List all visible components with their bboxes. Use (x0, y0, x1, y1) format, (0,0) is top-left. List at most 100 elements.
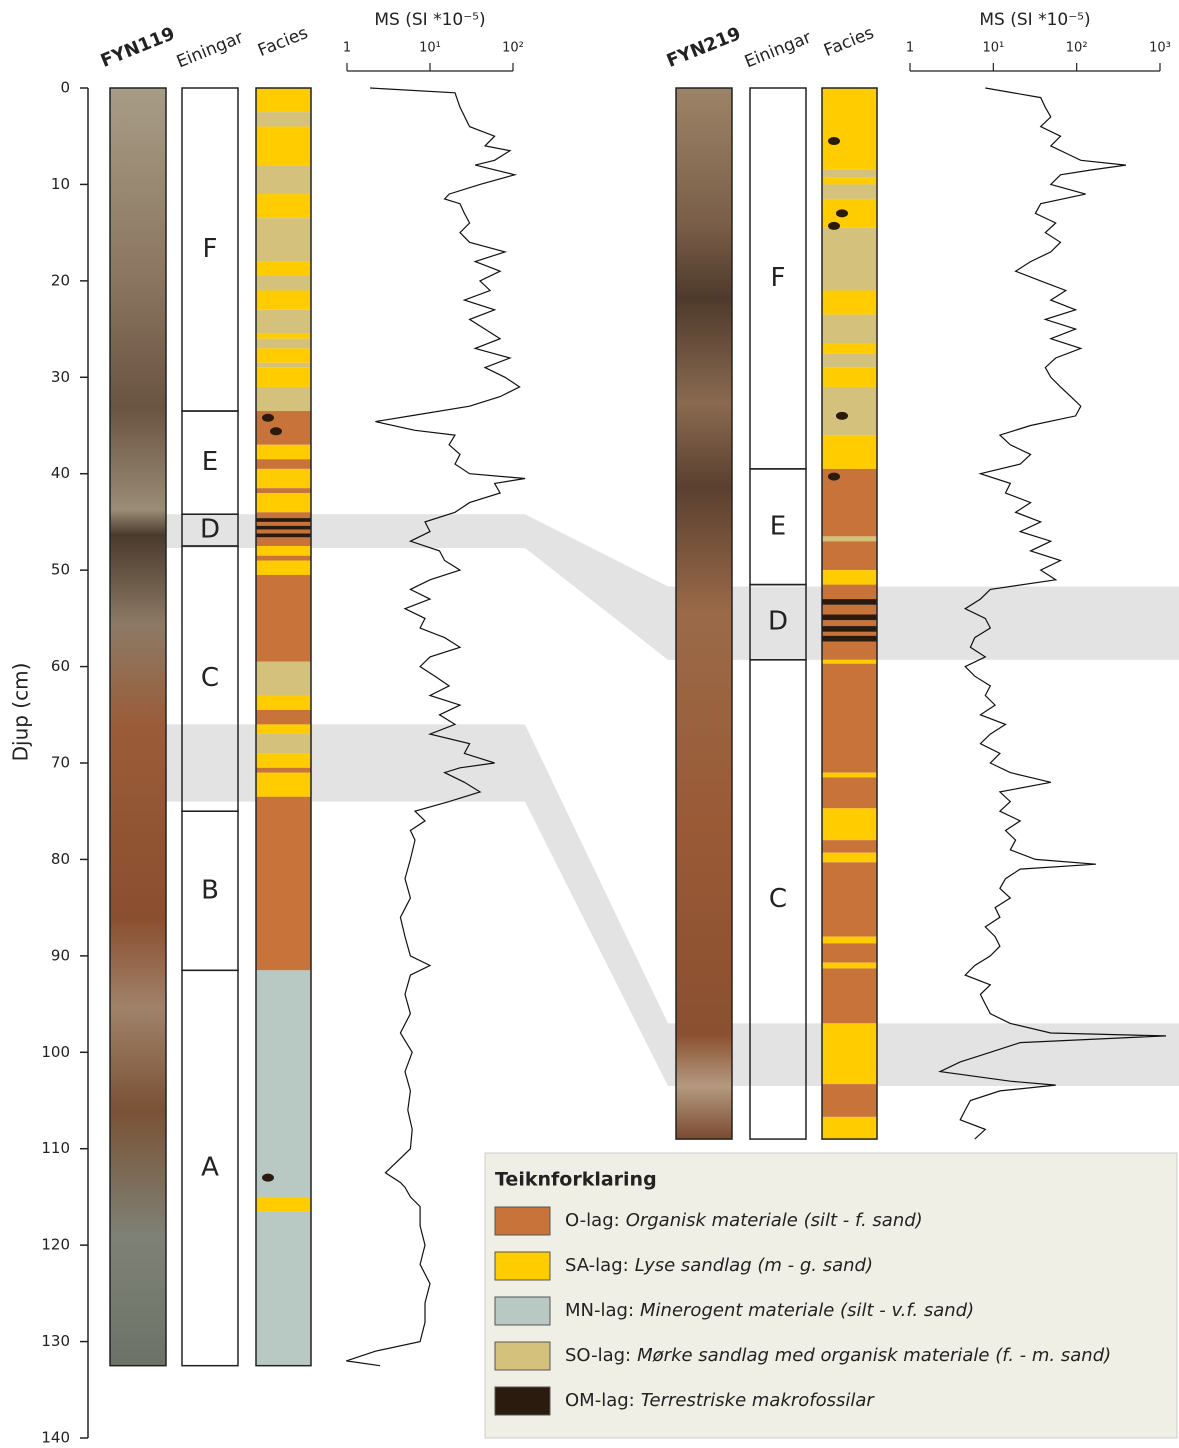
facies-layer (822, 943, 877, 963)
facies-label: Facies (255, 23, 311, 61)
unit-label: E (202, 447, 218, 477)
facies-layer (822, 314, 877, 344)
legend-code: OM-lag: (565, 1390, 635, 1411)
facies-layer (256, 661, 311, 696)
facies-layer (256, 521, 311, 526)
legend-entry: MN-lag: Minerogent materiale (silt - v.f.… (565, 1300, 974, 1321)
facies-layer (822, 177, 877, 185)
facies-layer (822, 635, 877, 642)
facies-layer (256, 165, 311, 195)
ms-curve (346, 87, 526, 1367)
facies-layer (256, 512, 311, 519)
unit-label: C (769, 884, 787, 914)
core-name: FYN119 (98, 23, 178, 72)
y-tick-label: 80 (51, 850, 70, 868)
y-tick-label: 100 (41, 1043, 70, 1061)
core-name: FYN219 (664, 23, 744, 72)
ms-tick-label: 10² (502, 41, 524, 56)
facies-layer (256, 970, 311, 1197)
unit-label: A (201, 1153, 219, 1183)
ms-tick-label: 10² (1066, 41, 1088, 56)
facies-layer (256, 348, 311, 363)
facies-layer (822, 852, 877, 863)
core-photo (675, 87, 733, 1140)
facies-layer (822, 641, 877, 660)
facies-layer (256, 555, 311, 561)
y-tick-label: 40 (51, 464, 70, 482)
legend-entry: SO-lag: Mørke sandlag med organisk materi… (565, 1345, 1111, 1366)
legend-title: Teiknforklaring (495, 1169, 657, 1191)
facies-layer (822, 353, 877, 368)
unit-label: D (768, 607, 788, 637)
facies-layer (822, 367, 877, 387)
fossil (262, 1173, 274, 1182)
fossil (262, 413, 274, 422)
facies-layer (256, 290, 311, 310)
facies-layer (256, 772, 311, 797)
facies-layer (822, 343, 877, 354)
y-tick-label: 70 (51, 754, 70, 772)
facies-layer (822, 169, 877, 178)
legend-entry: OM-lag: Terrestriske makrofossilar (565, 1390, 875, 1411)
legend-swatch (494, 1251, 551, 1281)
unit-box (181, 969, 239, 1367)
facies-layer (822, 88, 877, 170)
facies-layer (256, 333, 311, 339)
facies-layer (256, 88, 311, 113)
facies-layer (822, 962, 877, 969)
facies-layer (256, 112, 311, 127)
facies-frame (255, 87, 312, 1367)
facies-layer (256, 533, 311, 538)
facies-layer (256, 546, 311, 556)
y-tick-label: 60 (51, 657, 70, 675)
facies-layer (822, 777, 877, 809)
y-tick-label: 50 (51, 561, 70, 579)
facies-layer (822, 584, 877, 600)
fossil (828, 137, 840, 146)
facies-layer (256, 338, 311, 349)
facies-layer (256, 796, 311, 971)
fossil (828, 221, 840, 230)
facies-layer (822, 620, 877, 627)
unit-label: B (201, 875, 219, 905)
facies-layer (256, 218, 311, 262)
facies-frame (821, 87, 878, 1140)
units-label: Einingar (174, 28, 246, 73)
legend-text: Organisk materiale (silt - f. sand) (626, 1210, 923, 1231)
ms-curve (938, 87, 1167, 1140)
facies-layer (822, 808, 877, 841)
facies-layer (256, 367, 311, 387)
legend-code: SA-lag: (565, 1255, 629, 1276)
facies-layer (822, 840, 877, 853)
legend-code: O-lag: (565, 1210, 620, 1231)
legend-box (484, 1152, 1178, 1439)
facies-layer (256, 525, 311, 530)
legend-code: MN-lag: (565, 1300, 634, 1321)
unit-label: C (201, 663, 219, 693)
y-tick-label: 30 (51, 368, 70, 386)
facies-layer (256, 468, 311, 489)
y-tick-label: 130 (41, 1332, 70, 1350)
unit-label: F (203, 234, 218, 264)
facies-layer (256, 529, 311, 534)
facies-layer (256, 753, 311, 768)
ms-tick-label: 1 (343, 41, 351, 56)
legend-swatch (494, 1206, 551, 1236)
fossil (828, 472, 840, 481)
facies-layer (822, 1084, 877, 1117)
facies-layer (256, 1196, 311, 1212)
facies-layer (256, 695, 311, 710)
facies-layer (256, 767, 311, 773)
y-tick-label: 90 (51, 946, 70, 964)
facies-layer (822, 604, 877, 615)
facies-layer (256, 537, 311, 547)
facies-layer (822, 659, 877, 664)
facies-layer (256, 459, 311, 469)
legend-code: SO-lag: (565, 1345, 631, 1366)
facies-layer (822, 599, 877, 605)
y-axis-label: Djup (cm) (9, 663, 33, 762)
legend-text: Lyse sandlag (m - g. sand) (635, 1255, 873, 1276)
facies-layer (822, 936, 877, 944)
facies-layer (822, 435, 877, 469)
